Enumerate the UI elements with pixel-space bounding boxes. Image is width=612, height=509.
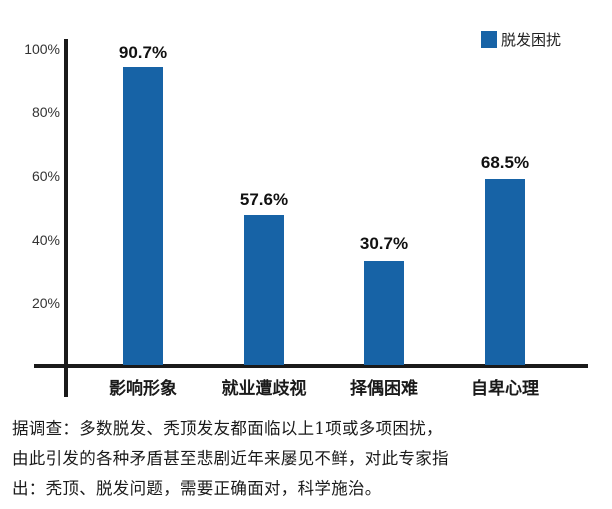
legend-swatch-icon xyxy=(481,31,497,48)
legend-label: 脱发困扰 xyxy=(501,31,562,49)
bar-自卑心理 xyxy=(485,179,525,365)
category-label: 影响形象 xyxy=(109,379,177,399)
y-tick-label: 20% xyxy=(31,295,60,311)
bar-value-label: 57.6% xyxy=(239,190,289,209)
bar-value-label: 68.5% xyxy=(480,153,530,172)
y-tick-label: 60% xyxy=(31,168,60,184)
bar-value-label: 90.7% xyxy=(118,43,168,62)
caption-line: 出：秃顶、脱发问题，需要正确面对，科学施治。 xyxy=(12,479,382,498)
bar-value-label: 30.7% xyxy=(359,234,409,253)
x-axis-line xyxy=(34,364,588,368)
bar-择偶困难 xyxy=(364,261,404,365)
category-label: 择偶困难 xyxy=(350,379,418,399)
legend: 脱发困扰 xyxy=(481,29,561,50)
y-tick-label: 40% xyxy=(31,232,60,248)
y-axis-line xyxy=(64,39,68,397)
caption: 据调查：多数脱发、秃顶发友都面临以上1项或多项困扰， 由此引发的各种矛盾甚至悲剧… xyxy=(12,414,607,504)
caption-line: 据调查：多数脱发、秃顶发友都面临以上1项或多项困扰， xyxy=(12,419,443,438)
bar-影响形象 xyxy=(123,67,163,365)
y-tick-label: 80% xyxy=(31,104,60,120)
y-tick-label: 100% xyxy=(24,41,60,57)
category-label: 自卑心理 xyxy=(471,379,539,399)
category-label: 就业遭歧视 xyxy=(221,379,307,399)
bar-就业遭歧视 xyxy=(244,215,284,365)
caption-line: 由此引发的各种矛盾甚至悲剧近年来屡见不鲜，对此专家指 xyxy=(12,449,449,468)
